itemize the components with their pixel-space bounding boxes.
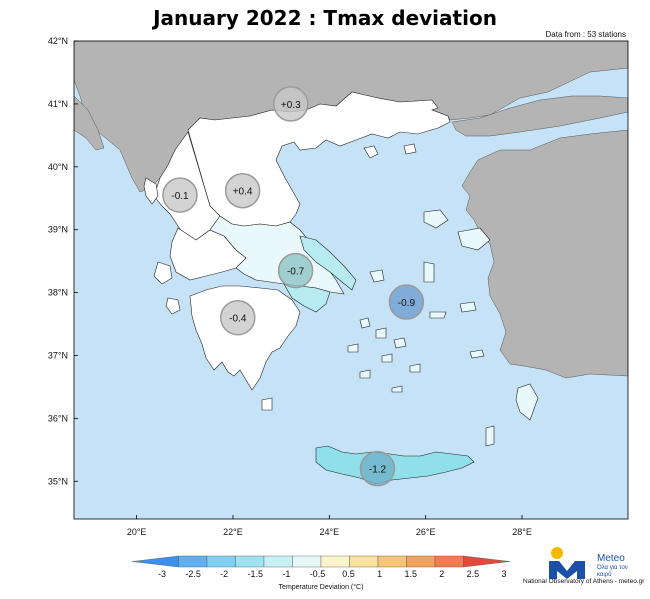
- lat-tick-label: 35°N: [48, 476, 68, 486]
- lat-tick-label: 37°N: [48, 350, 68, 360]
- lon-tick-label: 28°E: [512, 527, 532, 537]
- colorbar-tick-label: -3: [158, 569, 166, 579]
- colorbar-segment: [178, 555, 208, 568]
- lemnos-island: [423, 209, 449, 229]
- samos-island: [459, 301, 477, 313]
- karpathos-island: [485, 425, 495, 447]
- region-bubble: [388, 284, 425, 320]
- euboea-island: [299, 235, 357, 291]
- lat-tick-label: 36°N: [48, 413, 68, 423]
- latitude-axis: 42°N 41°N 40°N 39°N 38°N 37°N 36°N 35°N: [48, 36, 78, 486]
- logo-tagline: Όλα για τον καιρό: [597, 565, 628, 578]
- attica-region: [283, 283, 331, 313]
- region-bubble: [273, 86, 309, 122]
- thasos-island: [363, 145, 379, 159]
- region-bubble-label: -0.1: [171, 191, 189, 202]
- lesvos-island: [457, 227, 491, 251]
- kos-island: [469, 349, 485, 359]
- colorbar-tick-label: -1: [282, 569, 290, 579]
- region-bubble-label: -0.7: [287, 267, 305, 278]
- region-bubble: [224, 172, 261, 209]
- colorbar-segment: [434, 555, 464, 568]
- lon-tick-label: 26°E: [416, 527, 436, 537]
- turkey-land: [461, 129, 628, 379]
- longitude-axis: 20°E 22°E 24°E 26°E 28°E: [127, 515, 532, 537]
- lat-tick-label: 42°N: [48, 36, 68, 46]
- colorbar-tick-label: -2: [220, 569, 228, 579]
- kefalonia-island: [153, 261, 173, 285]
- crete-island: [315, 445, 475, 485]
- colorbar-segment: [131, 555, 179, 568]
- colorbar-tick-label: 2.5: [467, 569, 480, 579]
- lat-tick-label: 39°N: [48, 225, 68, 235]
- kythira-island: [261, 397, 273, 411]
- peloponnese-region: [189, 285, 301, 391]
- colorbar-tick-label: 1.5: [404, 569, 417, 579]
- chios-island: [423, 261, 435, 283]
- region-bubble-label: +0.4: [233, 187, 253, 198]
- samothrace-island: [403, 143, 417, 155]
- colorbar-tick-label: 2: [439, 569, 444, 579]
- map-border: [73, 40, 629, 520]
- colorbar-segment: [263, 555, 293, 568]
- region-bubble: [277, 252, 314, 289]
- zakynthos-island: [165, 297, 181, 315]
- colorbar-tick-label: -1.5: [248, 569, 264, 579]
- ikaria-island: [429, 311, 447, 319]
- map-frame: [74, 41, 628, 519]
- colorbar-segment: [377, 555, 407, 568]
- lon-tick-label: 24°E: [320, 527, 340, 537]
- region-bubble: [162, 177, 198, 213]
- colorbar-tick-label: -2.5: [185, 569, 201, 579]
- region-bubble-label: +0.3: [281, 100, 301, 111]
- colorbar-segment: [406, 555, 436, 568]
- colorbar-tick-label: 0.5: [342, 569, 355, 579]
- logo-wordmark: Meteo: [597, 553, 625, 564]
- lat-tick-label: 41°N: [48, 99, 68, 109]
- region-bubbles: +0.3 -0.1 +0.4 -0.7 -0.9 -0.4 -1.2: [162, 86, 425, 487]
- colorbar-tick-label: 1: [377, 569, 382, 579]
- region-bubble-label: -1.2: [369, 465, 387, 476]
- region-bubble: [220, 299, 256, 336]
- colorbar-segment: [292, 555, 322, 568]
- colorbar-title: Temperature Deviation (°C): [279, 583, 364, 591]
- colorbar-segment: [349, 555, 379, 568]
- map-title: January 2022 : Tmax deviation: [153, 6, 497, 30]
- lon-tick-label: 22°E: [223, 527, 243, 537]
- station-count: Data from : 53 stations: [545, 30, 626, 39]
- lat-tick-label: 40°N: [48, 162, 68, 172]
- colorbar-segment: [463, 555, 511, 568]
- lon-tick-label: 20°E: [127, 527, 147, 537]
- meteo-logo: Meteo Όλα για τον καιρό: [545, 543, 645, 593]
- colorbar-segment: [320, 555, 350, 568]
- colorbar-segment: [235, 555, 265, 568]
- thrace-land: [451, 95, 628, 137]
- colorbar-tick-label: 3: [501, 569, 506, 579]
- italy-land: [74, 95, 105, 151]
- region-bubble-label: -0.4: [229, 314, 247, 325]
- meteo-logo-icon: [549, 547, 585, 579]
- rhodes-island: [515, 383, 539, 421]
- cyclades-islands: [347, 317, 421, 393]
- lat-tick-label: 38°N: [48, 288, 68, 298]
- region-bubble: [359, 450, 396, 487]
- skyros-island: [369, 269, 385, 283]
- colorbar-tick-label: -0.5: [310, 569, 326, 579]
- colorbar: -3 -2.5 -2 -1.5 -1 -0.5 0.5 1 1.5 2 2.5 3 Temperatur…: [131, 555, 511, 591]
- source-credit: National Observatory of Athens - meteo.g…: [523, 578, 645, 585]
- region-bubble-label: -0.9: [398, 298, 416, 309]
- corfu-island: [143, 177, 159, 205]
- colorbar-segment: [206, 555, 236, 568]
